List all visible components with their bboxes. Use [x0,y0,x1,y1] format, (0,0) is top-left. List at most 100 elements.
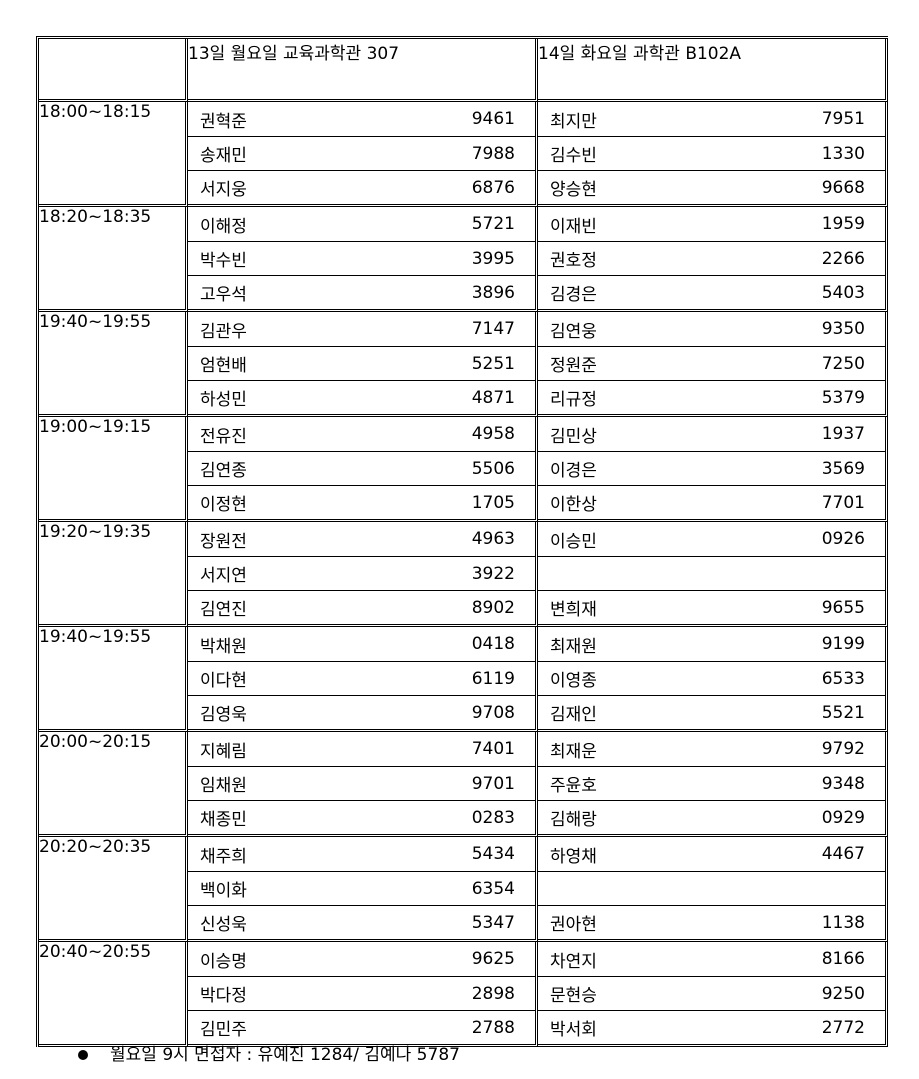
candidate-id: 9250 [821,983,865,1004]
tuesday-cell: 김민상 1937 이경은 3569 이한상 7701 [538,417,888,522]
tuesday-cell: 최지만 7951 김수빈 1330 양승현 9668 [538,102,888,207]
candidate-name: 김민상 [550,426,597,447]
candidate-name: 임채원 [200,776,247,796]
candidate-row [538,871,885,905]
candidate-id: 4958 [471,424,515,444]
footnote-text: 월요일 9시 면접자 : 유예진 1284/ 김예나 5787 [110,1045,460,1065]
candidate-row: 박채원 0418 [188,627,535,661]
candidate-name: 최지만 [550,111,597,132]
candidate-row: 김민주 2788 [188,1010,535,1044]
interview-schedule-table: 13일 월요일 교육과학관 307 14일 화요일 과학관 B102A 18:0… [36,36,888,1047]
candidate-row: 하성민 4871 [188,380,535,414]
candidate-row: 이경은 3569 [538,451,885,485]
candidate-id: 4467 [821,844,865,864]
candidate-row: 이다현 6119 [188,661,535,695]
candidate-row: 이정현 1705 [188,485,535,519]
candidate-id: 1959 [821,214,865,234]
candidate-id: 1138 [821,912,865,933]
candidate-row: 권혁준 9461 [188,102,535,136]
candidate-id: 6354 [471,878,515,899]
candidate-id: 5521 [821,702,865,723]
candidate-id: 2788 [471,1017,515,1038]
candidate-row: 박서회 2772 [538,1010,885,1044]
candidate-name: 권호정 [550,251,597,271]
candidate-row: 이재빈 1959 [538,207,885,241]
candidate-name: 권혁준 [200,111,247,132]
candidate-id: 7951 [821,109,865,129]
candidate-id: 2266 [821,248,865,269]
candidate-row: 김수빈 1330 [538,136,885,170]
candidate-row: 김재인 5521 [538,695,885,729]
candidate-row: 임채원 9701 [188,766,535,800]
candidate-name: 박다정 [200,986,247,1006]
candidate-name: 박수빈 [200,251,247,271]
candidate-name: 장원전 [200,531,247,552]
candidate-row: 김경은 5403 [538,275,885,309]
candidate-row: 리규정 5379 [538,380,885,414]
candidate-name: 김연웅 [550,321,597,342]
candidate-name: 김경은 [550,285,597,305]
candidate-row: 전유진 4958 [188,417,535,451]
header-monday: 13일 월요일 교육과학관 307 [188,39,538,102]
candidate-name: 신성욱 [200,915,247,935]
candidate-id: 6876 [471,177,515,198]
candidate-row: 김해랑 0929 [538,800,885,834]
candidate-id: 3995 [471,248,515,269]
candidate-name: 채종민 [200,810,247,830]
candidate-id: 3922 [471,563,515,584]
time-slot: 20:00~20:15 [39,732,188,837]
candidate-row: 변희재 9655 [538,590,885,624]
candidate-row: 이승명 9625 [188,942,535,976]
tuesday-cell: 이재빈 1959 권호정 2266 김경은 5403 [538,207,888,312]
footnote: 월요일 9시 면접자 : 유예진 1284/ 김예나 5787 [78,1040,460,1065]
candidate-id: 5251 [471,353,515,374]
candidate-id: 9655 [821,597,865,618]
candidate-row: 김관우 7147 [188,312,535,346]
candidate-row: 최재운 9792 [538,732,885,766]
candidate-name: 권아현 [550,915,597,935]
candidate-id: 5403 [821,282,865,303]
candidate-row: 하영채 4467 [538,837,885,871]
candidate-id: 5347 [471,912,515,933]
time-block-row: 19:40~19:55 박채원 0418 이다현 6119 김영욱 9708 최재원 9199 이… [39,627,888,732]
candidate-id: 7401 [471,739,515,759]
candidate-row: 송재민 7988 [188,136,535,170]
candidate-id: 5379 [821,387,865,408]
candidate-id: 2772 [821,1017,865,1038]
candidate-row: 정원준 7250 [538,346,885,380]
monday-cell: 지혜림 7401 임채원 9701 채종민 0283 [188,732,538,837]
time-slot: 20:20~20:35 [39,837,188,942]
time-block-row: 19:20~19:35 장원전 4963 서지연 3922 김연진 8902 이승민 0926 변… [39,522,888,627]
candidate-name: 주윤호 [550,776,597,796]
candidate-name: 이한상 [550,495,597,515]
candidate-row: 권아현 1138 [538,905,885,939]
candidate-id: 8902 [471,597,515,618]
candidate-id: 5506 [471,458,515,479]
candidate-name: 박채원 [200,636,247,657]
candidate-row: 지혜림 7401 [188,732,535,766]
candidate-name: 김영욱 [200,705,247,725]
candidate-id: 3569 [821,458,865,479]
monday-cell: 채주희 5434 백이화 6354 신성욱 5347 [188,837,538,942]
monday-cell: 이승명 9625 박다정 2898 김민주 2788 [188,942,538,1047]
candidate-id: 6119 [471,668,515,689]
candidate-id: 7147 [471,319,515,339]
candidate-name: 차연지 [550,951,597,972]
monday-cell: 김관우 7147 엄현배 5251 하성민 4871 [188,312,538,417]
time-block-row: 20:40~20:55 이승명 9625 박다정 2898 김민주 2788 차연지 8166 문… [39,942,888,1047]
header-row: 13일 월요일 교육과학관 307 14일 화요일 과학관 B102A [39,39,888,102]
candidate-id: 9461 [471,109,515,129]
candidate-row: 고우석 3896 [188,275,535,309]
time-block-row: 20:00~20:15 지혜림 7401 임채원 9701 채종민 0283 최재운 9792 주… [39,732,888,837]
candidate-name: 송재민 [200,146,247,166]
candidate-id: 9350 [821,319,865,339]
candidate-row: 채종민 0283 [188,800,535,834]
candidate-id: 5721 [471,214,515,234]
candidate-row: 김연웅 9350 [538,312,885,346]
candidate-name: 하성민 [200,390,247,410]
candidate-row: 서지연 3922 [188,556,535,590]
candidate-row: 이한상 7701 [538,485,885,519]
time-block-row: 19:00~19:15 전유진 4958 김연종 5506 이정현 1705 김민상 1937 이… [39,417,888,522]
candidate-id: 4871 [471,387,515,408]
candidate-id: 4963 [471,529,515,549]
